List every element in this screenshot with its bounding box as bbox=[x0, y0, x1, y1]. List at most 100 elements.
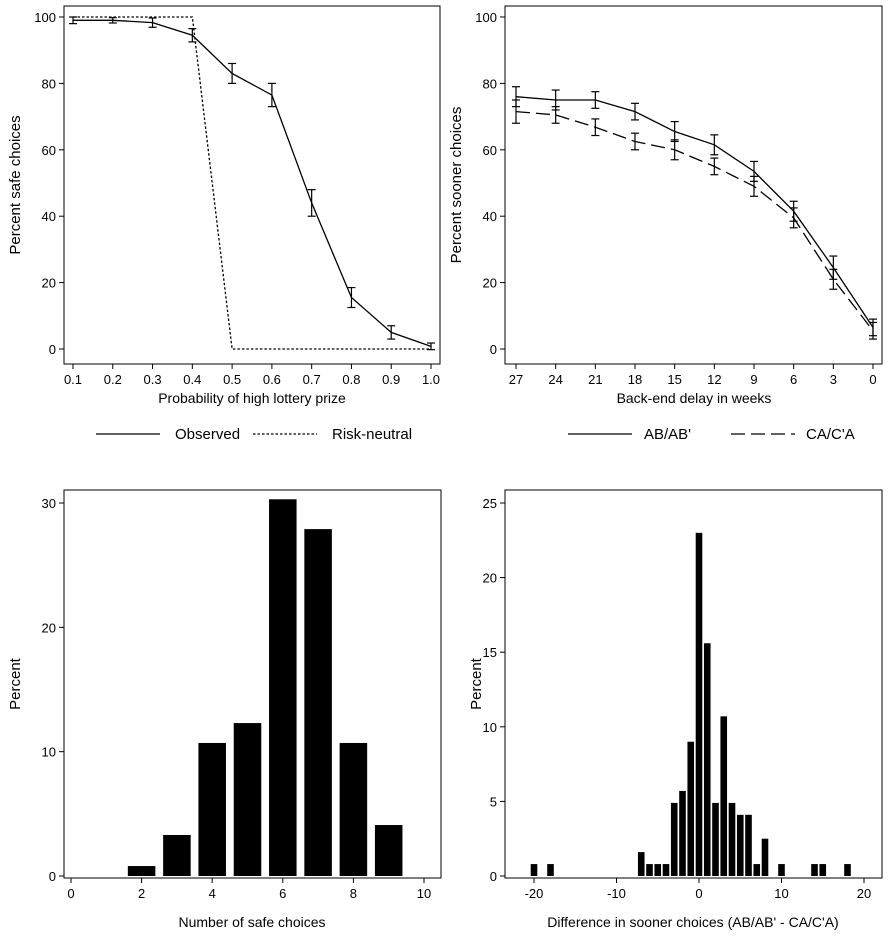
x-tick-label: -20 bbox=[525, 886, 544, 901]
x-tick-label: 20 bbox=[857, 886, 871, 901]
legend: AB/AB' CA/C'A bbox=[568, 426, 855, 443]
x-tick-label: 15 bbox=[667, 372, 681, 387]
y-tick-label: 100 bbox=[475, 10, 497, 25]
x-tick-label: 21 bbox=[588, 372, 602, 387]
x-tick-label: 0.3 bbox=[144, 372, 162, 387]
x-tick-label: 10 bbox=[417, 886, 431, 901]
panel-time-choices: Percent sooner choices Back-end delay in… bbox=[448, 5, 883, 443]
legend-label-ca: CA/C'A bbox=[806, 426, 855, 443]
bar bbox=[736, 814, 744, 876]
y-axis-label: Percent bbox=[7, 657, 24, 710]
x-tick-label: 0 bbox=[67, 886, 74, 901]
y-tick-label: 20 bbox=[483, 276, 497, 291]
panel-risk-choices: Percent safe choices Probability of high… bbox=[7, 5, 441, 443]
x-tick-label: 8 bbox=[350, 886, 357, 901]
x-tick-label: 10 bbox=[774, 886, 788, 901]
bar bbox=[530, 864, 538, 876]
bar bbox=[844, 864, 851, 876]
legend-label-risk-neutral: Risk-neutral bbox=[332, 426, 412, 443]
bar bbox=[703, 643, 711, 876]
series-ab-line bbox=[515, 96, 874, 328]
y-tick-label: 10 bbox=[42, 745, 56, 760]
y-tick-label: 10 bbox=[483, 720, 497, 735]
y-tick-label: 60 bbox=[42, 143, 56, 158]
x-tick-label: 24 bbox=[548, 372, 562, 387]
series-risk-neutral-line bbox=[73, 16, 431, 350]
bar bbox=[233, 723, 262, 876]
bar bbox=[745, 814, 752, 876]
x-tick-label: 0.8 bbox=[342, 372, 360, 387]
y-tick-label: 15 bbox=[483, 645, 497, 660]
bar bbox=[811, 864, 818, 876]
bar bbox=[198, 742, 226, 876]
x-tick-label: 27 bbox=[509, 372, 523, 387]
bar bbox=[374, 825, 403, 876]
bar bbox=[127, 866, 156, 876]
y-tick-label: 80 bbox=[42, 76, 56, 91]
x-tick-label: 0.2 bbox=[104, 372, 122, 387]
y-tick-label: 40 bbox=[42, 209, 56, 224]
x-tick-label: 0 bbox=[869, 372, 876, 387]
x-axis-label: Probability of high lottery prize bbox=[158, 390, 346, 406]
x-tick-label: 0.6 bbox=[263, 372, 281, 387]
y-tick-label: 20 bbox=[483, 571, 497, 586]
bar bbox=[637, 852, 645, 876]
bar bbox=[778, 864, 785, 876]
x-tick-label: 0.4 bbox=[183, 372, 201, 387]
bar bbox=[761, 838, 769, 876]
y-tick-label: 5 bbox=[490, 794, 497, 809]
bar bbox=[679, 790, 686, 876]
y-tick-label: 0 bbox=[49, 869, 56, 884]
bar bbox=[712, 802, 719, 876]
y-tick-label: 20 bbox=[42, 620, 56, 635]
y-tick-label: 0 bbox=[490, 342, 497, 357]
plot-frame bbox=[63, 489, 442, 879]
y-tick-label: 25 bbox=[483, 496, 497, 511]
x-axis-label: Difference in sooner choices (AB/AB' - C… bbox=[547, 914, 838, 930]
bar bbox=[654, 864, 662, 876]
x-tick-label: 2 bbox=[138, 886, 145, 901]
y-tick-label: 80 bbox=[483, 76, 497, 91]
x-tick-label: 1.0 bbox=[422, 372, 440, 387]
bar bbox=[163, 834, 191, 876]
y-tick-label: 0 bbox=[49, 342, 56, 357]
bar bbox=[339, 742, 368, 876]
y-tick-label: 40 bbox=[483, 209, 497, 224]
y-axis-label: Percent bbox=[468, 657, 485, 710]
x-axis-label: Number of safe choices bbox=[178, 914, 325, 930]
bar bbox=[646, 864, 653, 876]
panel-difference-histogram: Percent Difference in sooner choices (AB… bbox=[468, 489, 883, 930]
y-tick-label: 100 bbox=[34, 10, 56, 25]
bar bbox=[819, 864, 827, 876]
x-tick-label: 0.5 bbox=[223, 372, 241, 387]
legend: Observed Risk-neutral bbox=[96, 426, 412, 443]
x-tick-label: 6 bbox=[279, 886, 286, 901]
bar bbox=[695, 532, 703, 876]
x-tick-label: 9 bbox=[750, 372, 757, 387]
legend-label-ab: AB/AB' bbox=[644, 426, 691, 443]
x-tick-label: 0 bbox=[695, 886, 702, 901]
bar bbox=[304, 529, 332, 876]
y-tick-label: 30 bbox=[42, 496, 56, 511]
y-tick-label: 0 bbox=[490, 869, 497, 884]
x-tick-label: 0.9 bbox=[382, 372, 400, 387]
x-tick-label: 12 bbox=[707, 372, 721, 387]
x-tick-label: 18 bbox=[628, 372, 642, 387]
bar bbox=[753, 864, 761, 876]
x-tick-label: 0.7 bbox=[303, 372, 321, 387]
bar bbox=[662, 864, 670, 876]
bar bbox=[670, 802, 678, 876]
x-axis-label: Back-end delay in weeks bbox=[617, 390, 772, 406]
y-tick-label: 20 bbox=[42, 276, 56, 291]
x-tick-label: -10 bbox=[607, 886, 626, 901]
bar bbox=[687, 741, 695, 876]
y-axis-label: Percent sooner choices bbox=[448, 107, 465, 264]
plot-frame bbox=[504, 489, 883, 879]
bar bbox=[547, 864, 554, 876]
x-tick-label: 6 bbox=[790, 372, 797, 387]
legend-label-observed: Observed bbox=[175, 426, 240, 443]
x-tick-label: 0.1 bbox=[64, 372, 82, 387]
bar bbox=[728, 802, 736, 876]
bar bbox=[269, 499, 297, 876]
